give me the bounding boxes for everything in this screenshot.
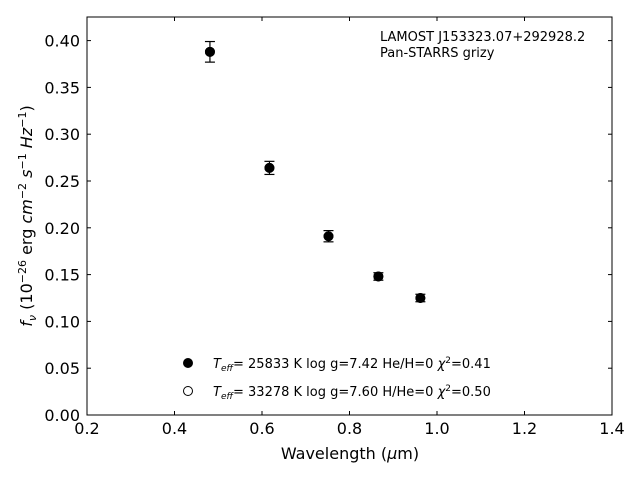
model-point-filled [204, 46, 215, 57]
y-tick-label: 0.10 [44, 312, 80, 331]
x-tick-label: 1.4 [599, 419, 624, 438]
y-tick-label: 0.15 [44, 266, 80, 285]
y-tick-label: 0.25 [44, 172, 80, 191]
y-tick-label: 0.40 [44, 32, 80, 51]
model-point-filled [264, 162, 275, 173]
annotation-line-2: Pan-STARRS grizy [380, 46, 495, 61]
y-tick-label: 0.00 [44, 406, 80, 425]
y-tick-label: 0.35 [44, 78, 80, 97]
y-tick-label: 0.30 [44, 125, 80, 144]
x-tick-label: 0.2 [74, 419, 99, 438]
annotation-line-1: LAMOST J153323.07+292928.2 [380, 30, 585, 45]
x-tick-label: 1.2 [512, 419, 537, 438]
legend: Teff= 25833 K log g=7.42 He/H=0 χ2=0.41 … [183, 356, 491, 402]
axis-ticks: 0.2 0.4 0.6 0.8 1.0 1.2 1.4 0.00 0.05 0.10 0.15 0.2… [44, 17, 625, 438]
legend-marker-filled [183, 358, 193, 368]
y-tick-label: 0.05 [44, 359, 80, 378]
y-tick-label: 0.20 [44, 219, 80, 238]
x-tick-label: 0.4 [162, 419, 187, 438]
x-tick-label: 0.6 [249, 419, 274, 438]
data-marks [204, 40, 426, 303]
legend-entry-1: Teff= 25833 K log g=7.42 He/H=0 χ2=0.41 [213, 356, 491, 374]
x-tick-label: 0.8 [337, 419, 362, 438]
x-tick-label: 1.0 [424, 419, 449, 438]
plot-frame [86, 16, 613, 416]
model-point-filled [373, 271, 384, 282]
legend-marker-open [183, 386, 193, 396]
model-point-filled [415, 293, 426, 303]
model-point-filled [323, 231, 334, 242]
x-axis-label: Wavelength (μm) [281, 444, 419, 463]
legend-entry-2: Teff= 33278 K log g=7.60 H/He=0 χ2=0.50 [213, 384, 491, 402]
y-axis-label: fν (10−26 erg cm−2 s−1 Hz−1) [16, 105, 39, 326]
